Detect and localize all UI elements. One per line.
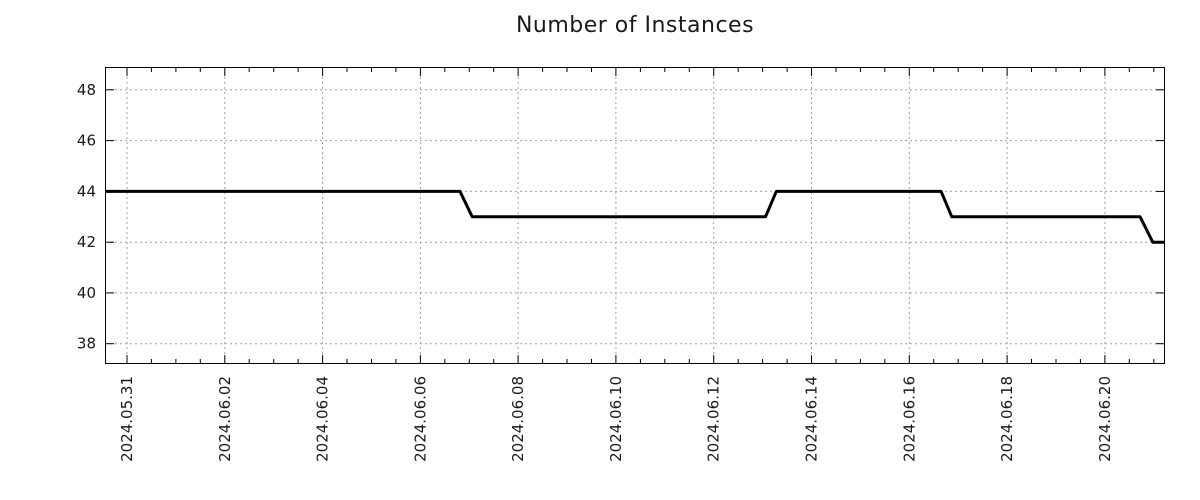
x-tick-label: 2024.06.20 bbox=[1096, 376, 1114, 462]
x-tick-label: 2024.06.10 bbox=[607, 376, 625, 462]
data-line bbox=[105, 189, 1165, 244]
x-tick-label: 2024.06.02 bbox=[216, 376, 234, 462]
chart-title: Number of Instances bbox=[515, 13, 755, 38]
y-tick-label: 46 bbox=[77, 132, 96, 150]
x-tick-label: 2024.06.06 bbox=[411, 376, 429, 462]
y-tick-label: 40 bbox=[77, 284, 96, 302]
x-tick-label: 2024.05.31 bbox=[118, 376, 136, 462]
y-tick-label: 44 bbox=[77, 182, 96, 200]
plot-border bbox=[105, 67, 1165, 364]
x-tick-label: 2024.06.14 bbox=[803, 376, 821, 462]
x-tick-label: 2024.06.04 bbox=[314, 376, 332, 462]
x-tick-label: 2024.06.12 bbox=[705, 376, 723, 462]
y-tick-label: 38 bbox=[77, 335, 96, 353]
x-tick-label: 2024.06.16 bbox=[900, 376, 918, 462]
x-tick-label: 2024.06.18 bbox=[998, 376, 1016, 462]
y-tick-label: 48 bbox=[77, 81, 96, 99]
y-tick-label: 42 bbox=[77, 233, 96, 251]
x-tick-label: 2024.06.08 bbox=[509, 376, 527, 462]
